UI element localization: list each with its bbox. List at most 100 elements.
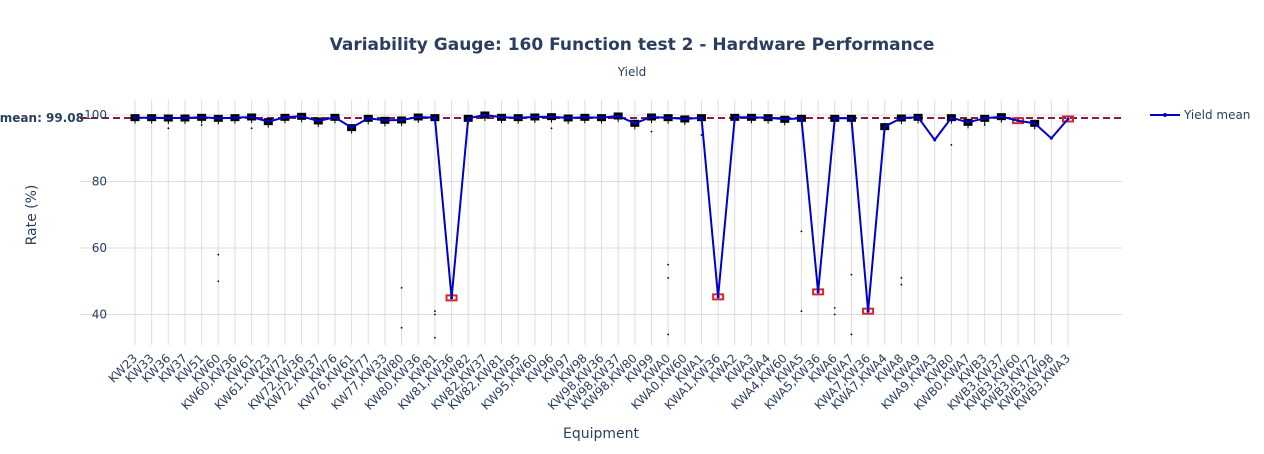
yield-mean-point [133,116,137,120]
yield-mean-point [500,115,504,119]
outlier-point [400,287,403,289]
yield-mean-point [533,115,537,119]
outlier-point [850,273,853,276]
yield-mean-point [550,115,554,119]
yield-mean-point [433,116,437,120]
yield-mean-point [350,126,354,130]
yield-mean-point [849,116,853,120]
yield-mean-point [633,121,637,125]
legend-label: Yield mean [1183,108,1250,122]
yield-mean-point [883,125,887,129]
chart-title: Variability Gauge: 160 Function test 2 -… [330,35,935,55]
yield-mean-point [216,116,220,120]
yield-mean-point [999,115,1003,119]
legend[interactable]: Yield mean [1150,108,1250,122]
outlier-point [950,144,953,146]
yield-mean-point [583,115,587,119]
yield-mean-point [799,116,803,120]
yield-mean-point [333,115,337,119]
yield-mean-point [516,116,520,120]
outlier-point [800,310,803,313]
outlier-point [200,124,203,126]
yield-mean-point [716,295,720,299]
yield-mean-point [566,116,570,120]
outlier-point [800,230,803,233]
outlier-point [667,333,670,336]
yield-mean-point [866,309,870,313]
yield-mean-point [266,120,270,124]
yield-mean-point [200,115,204,119]
outlier-point [250,127,253,130]
yield-mean-point [966,120,970,124]
outlier-point [667,263,670,266]
outlier-point [217,253,220,256]
yield-mean-point [816,290,820,294]
outlier-point [217,280,220,283]
outlier-point [700,134,703,136]
yield-mean-point [600,116,603,120]
yield-mean-point [250,115,254,119]
tick-layer: 406080100KW23KW33KW36KW37KW51KW60KW60,KW… [84,108,1073,413]
y-axis-title: Rate (%) [24,185,40,246]
outlier-point [550,127,553,130]
outlier-point [850,333,853,336]
yield-mean-point [649,115,653,119]
mean-label: mean: 99.08 [0,111,84,125]
y-tick-label: 100 [84,108,107,122]
outlier-point [650,130,653,133]
grid-layer [80,100,1122,345]
outlier-point [400,326,403,329]
y-tick-label: 60 [92,241,107,255]
yield-mean-point [666,116,670,120]
yield-mean-point [983,116,987,120]
yield-mean-point [416,115,420,119]
yield-mean-point [766,116,770,120]
outlier-point [900,283,903,286]
yield-mean-point [783,117,787,121]
yield-mean-point [1033,121,1037,125]
outlier-point [983,124,986,126]
line-layer [133,113,1070,313]
yield-mean-point [466,116,470,120]
y-tick-label: 80 [92,175,107,189]
yield-mean-point [683,117,687,121]
yield-mean-point [316,119,320,123]
yield-mean-point [833,116,837,120]
outlier-point [833,306,836,309]
outlier-point [433,310,436,313]
yield-mean-point [949,116,953,120]
y-tick-label: 40 [92,308,107,322]
yield-mean-point [450,296,454,300]
outlier-point [167,127,170,130]
yield-mean-point [366,116,370,120]
yield-mean-point [699,116,703,120]
yield-mean-point [166,116,170,120]
yield-mean-point [150,116,154,120]
yield-mean-point [283,115,287,119]
yield-mean-point [899,116,903,120]
outlier-point [433,313,436,316]
yield-mean-point [183,116,187,120]
yield-mean-point [933,138,937,142]
outlier-point [667,277,670,279]
yield-mean-point [749,115,753,119]
yield-mean-point [733,115,737,119]
outlier-point [833,313,836,316]
chart-subtitle: Yield [617,65,647,79]
yield-mean-point [916,115,920,119]
outlier-point [433,336,436,339]
yield-mean-point [1066,117,1070,121]
yield-mean-point [300,114,304,118]
yield-mean-point [1016,119,1020,123]
x-axis-title: Equipment [563,426,640,442]
yield-mean-point [233,116,237,120]
box-marker [1062,115,1074,123]
yield-mean-point [400,118,404,122]
legend-marker-swatch [1163,113,1167,117]
yield-mean-point [383,118,387,122]
yield-mean-point [616,114,620,118]
outlier-point [900,277,903,279]
yield-mean-point [1049,136,1053,140]
